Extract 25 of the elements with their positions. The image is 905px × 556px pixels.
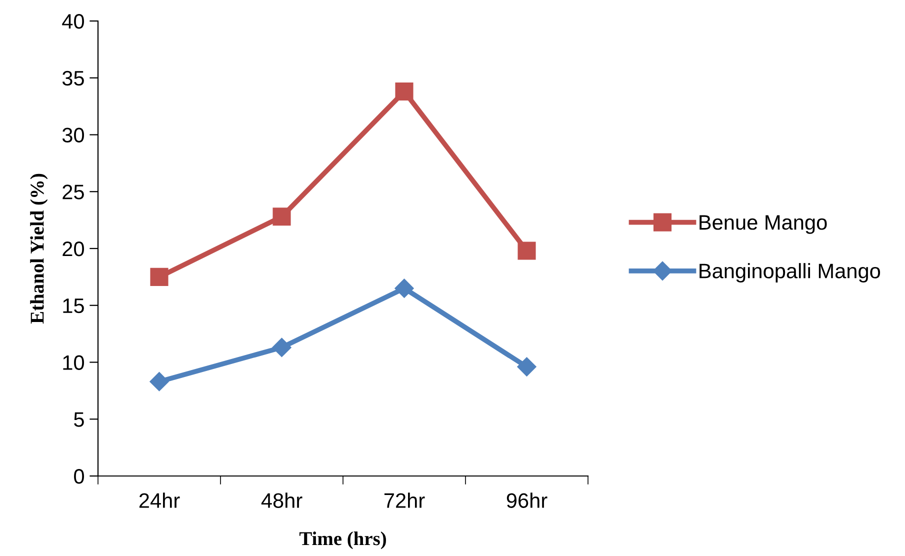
- point: [150, 268, 168, 286]
- y-tick-label: 40: [62, 14, 84, 29]
- y-tick-label: 15: [63, 298, 84, 314]
- x-tick-label: 24hr: [139, 492, 180, 508]
- x-tick-label: 48hr: [261, 492, 302, 508]
- legend-label: Benue Mango: [700, 215, 827, 234]
- y-tick-label: 35: [62, 70, 84, 86]
- point: [518, 242, 536, 260]
- x-tick-label: 72hr: [384, 492, 425, 508]
- point: [150, 372, 169, 392]
- y-tick-label: 25: [62, 184, 84, 200]
- point: [394, 278, 414, 298]
- point: [272, 208, 291, 226]
- point: [395, 82, 414, 101]
- y-tick-label: 5: [74, 412, 84, 427]
- legend-label: Banginopalli Mango: [700, 263, 880, 283]
- y-tick-label: 30: [62, 128, 84, 143]
- point: [272, 338, 292, 357]
- y-axis-title: Ethanol Yield (%): [30, 174, 48, 324]
- x-axis-title: Time (hrs): [299, 532, 386, 550]
- point: [517, 357, 536, 376]
- y-tick-label: 10: [63, 355, 84, 370]
- y-tick-label: 0: [74, 469, 84, 484]
- y-tick-label: 20: [62, 242, 84, 256]
- x-tick-label: 96hr: [506, 492, 548, 508]
